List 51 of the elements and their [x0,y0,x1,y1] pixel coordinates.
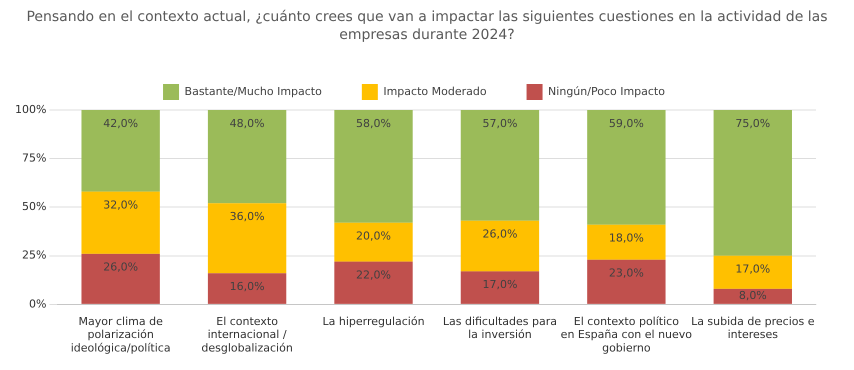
y-tick-label: 100% [14,102,46,116]
data-label: 36,0% [230,210,265,224]
bar [208,203,286,274]
data-label: 48,0% [230,116,265,130]
data-label: 26,0% [482,228,518,241]
bar [714,256,792,289]
y-tick-label: 75% [22,151,46,164]
legend-label: Impacto Moderado [383,84,487,98]
data-label: 22,0% [356,268,391,282]
data-label: 18,0% [608,232,644,245]
data-label: 17,0% [735,262,770,276]
bar [714,110,792,256]
bar [208,273,286,304]
bar [81,254,160,304]
data-label: 8,0% [738,289,767,302]
data-label: 59,0% [608,116,644,130]
bar [81,110,160,192]
data-label: 17,0% [482,278,518,292]
bar [334,110,413,223]
bar [587,110,666,225]
legend-label: Bastante/Mucho Impacto [184,84,322,98]
x-tick-label: Las dificultades para la inversión [442,314,558,342]
data-label: 20,0% [356,230,391,243]
bar [587,260,666,304]
bar [208,110,286,204]
x-tick-label: La subida de precios e intereses [691,314,815,342]
bar [460,271,540,304]
bar [81,192,160,254]
x-tick-label: El contexto internacional / desglobalización [201,314,293,354]
data-label: 57,0% [482,116,518,130]
data-label: 16,0% [230,280,265,294]
data-label: 26,0% [103,260,138,274]
bar [587,224,666,260]
data-label: 23,0% [608,266,644,280]
bar [460,110,540,221]
chart-title: Pensando en el contexto actual, ¿cuánto crees que van a impactar las siguientes cuestiones en la actividad de las empresas durante 2024? [25,8,829,44]
y-tick-label: 50% [22,200,46,214]
x-tick-label: La hiperregulación [322,314,425,328]
x-tick-label: Mayor clima de polarización ideológica/política [70,314,171,354]
bar [714,288,792,304]
legend-label: Ningún/Poco Impacto [548,84,666,98]
y-tick-label: 25% [22,248,46,262]
x-tick-label: El contexto político en España con el nuevo gobierno [560,314,692,354]
data-label: 58,0% [356,116,391,130]
y-tick-label: 0% [28,297,46,310]
bar [334,222,413,262]
data-label: 42,0% [103,116,138,130]
bar [334,262,413,304]
data-label: 32,0% [103,198,138,212]
data-label: 75,0% [735,116,770,130]
bar [460,220,540,272]
